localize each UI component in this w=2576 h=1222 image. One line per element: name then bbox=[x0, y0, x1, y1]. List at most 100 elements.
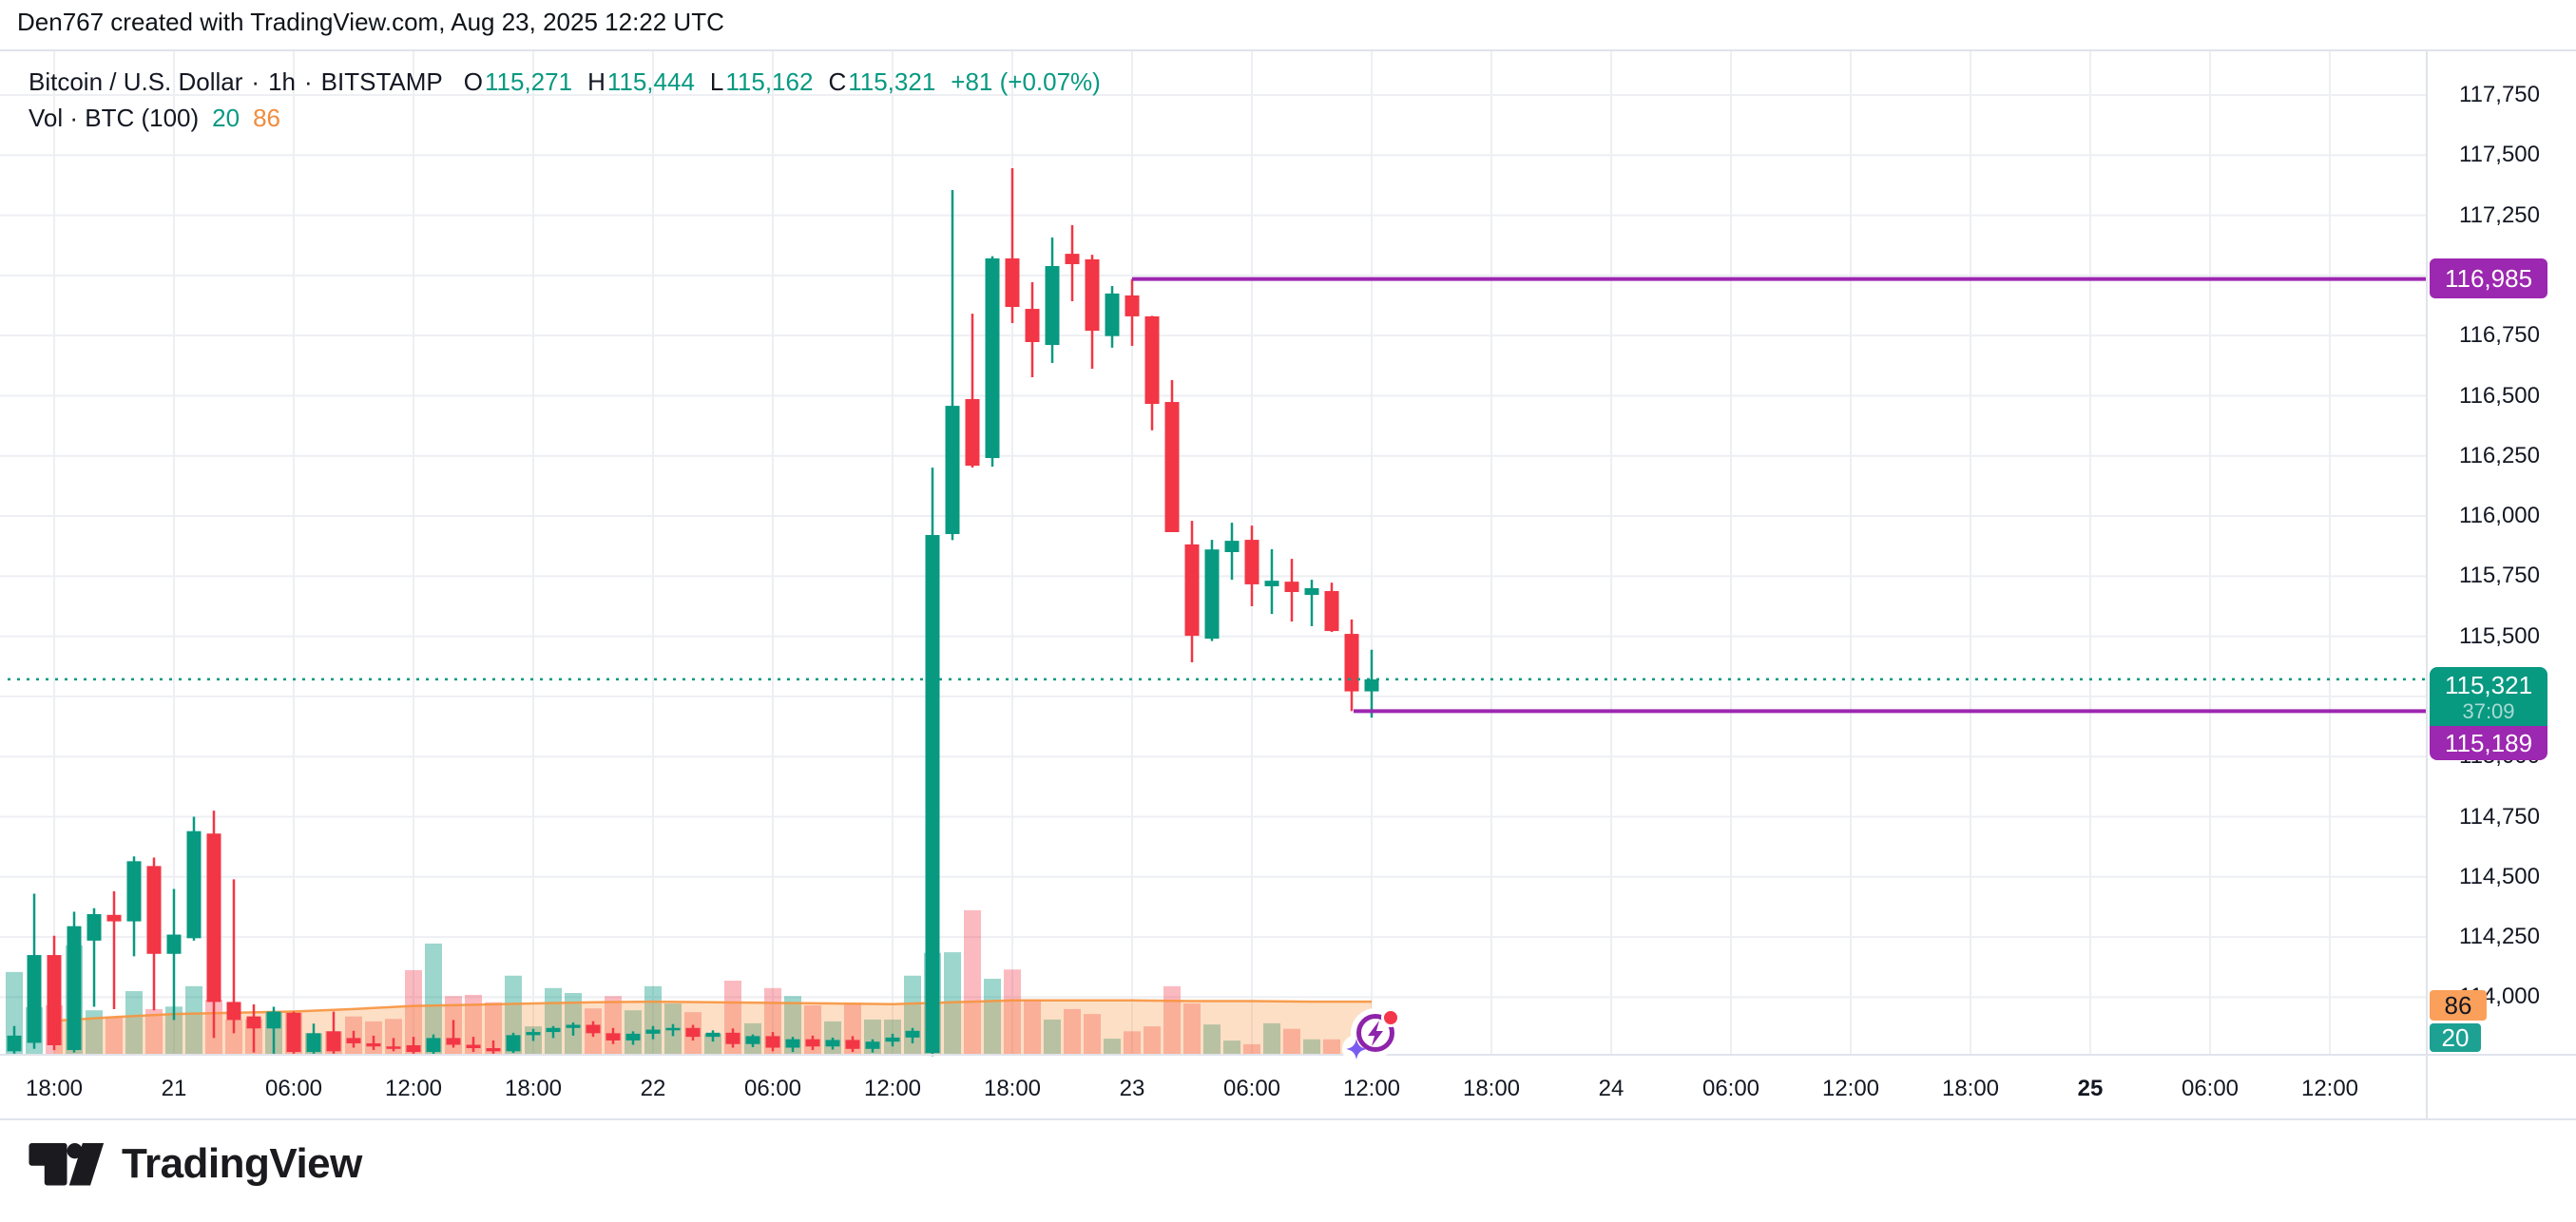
legend-separator: · bbox=[304, 67, 313, 96]
chart-legend: Bitcoin / U.S. Dollar · 1h · BITSTAMP O1… bbox=[29, 67, 1101, 133]
volume-bar bbox=[385, 1019, 402, 1055]
volume-current-value: 20 bbox=[212, 104, 240, 132]
candle-body bbox=[745, 1036, 760, 1044]
candle-body bbox=[446, 1038, 461, 1045]
candle-body bbox=[126, 861, 142, 922]
volume-bars bbox=[6, 909, 1380, 1055]
event-marker-icon bbox=[1342, 1008, 1400, 1063]
level-line-badge-upper-value: 116,985 bbox=[2444, 263, 2533, 293]
volume-bar bbox=[165, 1006, 183, 1055]
volume-bar bbox=[1243, 1043, 1260, 1055]
volume-legend-row[interactable]: Vol · BTC (100) 20 86 bbox=[29, 103, 1101, 133]
volume-ma-badge-value: 86 bbox=[2444, 990, 2472, 1020]
volume-bar bbox=[1303, 1039, 1320, 1055]
candle-body bbox=[87, 914, 102, 941]
candle-body bbox=[785, 1039, 800, 1048]
tradingview-logo-text: TradingView bbox=[122, 1140, 362, 1187]
volume-bar bbox=[125, 991, 143, 1055]
volume-bar bbox=[1263, 1022, 1280, 1055]
candle-body bbox=[1085, 258, 1100, 332]
candle-body bbox=[47, 955, 62, 1045]
level-line-badge-upper: 116,985 bbox=[2430, 258, 2547, 298]
candle-body bbox=[965, 399, 980, 467]
candle-body bbox=[1184, 544, 1200, 637]
price-label: 114,750 bbox=[2459, 804, 2540, 830]
last-price-value: 115,321 bbox=[2444, 670, 2533, 699]
volume-bar bbox=[944, 952, 961, 1055]
candle-body bbox=[566, 1024, 581, 1028]
tradingview-logo-icon bbox=[29, 1143, 105, 1186]
symbol-legend-row[interactable]: Bitcoin / U.S. Dollar · 1h · BITSTAMP O1… bbox=[29, 67, 1101, 97]
interval-label[interactable]: 1h bbox=[268, 67, 296, 96]
candle-body bbox=[186, 831, 202, 939]
volume-bar bbox=[225, 1019, 242, 1055]
candle-body bbox=[286, 1012, 301, 1053]
volume-bar bbox=[106, 1016, 123, 1055]
time-label: 06:00 bbox=[1701, 1076, 1760, 1101]
candle-body bbox=[67, 926, 82, 1051]
candle-body bbox=[1284, 582, 1299, 593]
candle-body bbox=[326, 1031, 341, 1052]
candle-body bbox=[1025, 309, 1040, 342]
time-label: 12:00 bbox=[2300, 1076, 2359, 1101]
pane-borders bbox=[0, 49, 2576, 1120]
candle-body bbox=[665, 1027, 681, 1031]
volume-bar bbox=[86, 1010, 103, 1055]
candle-body bbox=[106, 914, 122, 922]
candle-body bbox=[925, 535, 940, 1054]
candle-body bbox=[426, 1038, 441, 1053]
candle-body bbox=[166, 934, 182, 954]
candle-body bbox=[1144, 315, 1160, 405]
candlestick-series bbox=[7, 167, 1379, 1057]
volume-bar bbox=[1183, 1003, 1201, 1055]
time-label: 18:00 bbox=[504, 1076, 563, 1101]
candle-body bbox=[1105, 293, 1120, 336]
volume-bar bbox=[644, 985, 662, 1055]
time-label: 06:00 bbox=[2181, 1076, 2240, 1101]
volume-bar bbox=[1104, 1039, 1121, 1055]
candle-body bbox=[506, 1035, 521, 1052]
price-label: 117,500 bbox=[2459, 142, 2540, 167]
exchange-label[interactable]: BITSTAMP bbox=[320, 67, 443, 96]
candle-body bbox=[845, 1040, 860, 1049]
candle-body bbox=[546, 1027, 561, 1033]
candle-body bbox=[1164, 402, 1180, 532]
volume-indicator-label[interactable]: Vol · BTC (100) bbox=[29, 104, 200, 132]
candle-body bbox=[1005, 258, 1020, 308]
price-label: 117,750 bbox=[2459, 82, 2540, 107]
candle-body bbox=[346, 1038, 361, 1043]
level-line-badge-lower: 115,189 bbox=[2430, 726, 2547, 760]
candle-body bbox=[606, 1033, 621, 1041]
candle-body bbox=[206, 833, 221, 1002]
bar-countdown: 37:09 bbox=[2462, 698, 2515, 723]
time-label: 18:00 bbox=[25, 1076, 84, 1101]
time-label: 21 bbox=[161, 1076, 187, 1101]
ohlc-o: O115,271 bbox=[463, 67, 573, 96]
candle-body bbox=[985, 258, 1000, 459]
candle-body bbox=[945, 406, 960, 535]
candle-body bbox=[466, 1044, 481, 1049]
time-label: 18:00 bbox=[983, 1076, 1042, 1101]
symbol-title[interactable]: Bitcoin / U.S. Dollar bbox=[29, 67, 243, 96]
candle-body bbox=[1045, 266, 1060, 346]
time-label: 06:00 bbox=[743, 1076, 802, 1101]
tradingview-logo[interactable]: TradingView bbox=[29, 1143, 362, 1187]
volume-bar bbox=[1223, 1041, 1240, 1055]
price-label: 114,500 bbox=[2459, 864, 2540, 889]
candle-body bbox=[1324, 591, 1339, 632]
notification-dot bbox=[1381, 1008, 1400, 1027]
candle-body bbox=[825, 1040, 840, 1047]
candle-body bbox=[366, 1042, 381, 1047]
candle-body bbox=[27, 955, 42, 1043]
candle-body bbox=[526, 1032, 541, 1036]
time-label: 12:00 bbox=[1821, 1076, 1880, 1101]
attribution-text: Den767 created with TradingView.com, Aug… bbox=[17, 8, 724, 36]
candle-body bbox=[146, 866, 162, 954]
price-label: 117,250 bbox=[2459, 202, 2540, 228]
time-label: 23 bbox=[1119, 1076, 1145, 1101]
candle-body bbox=[7, 1035, 22, 1052]
candle-body bbox=[306, 1033, 321, 1053]
price-label: 116,250 bbox=[2459, 443, 2540, 468]
volume-bar bbox=[964, 909, 981, 1055]
